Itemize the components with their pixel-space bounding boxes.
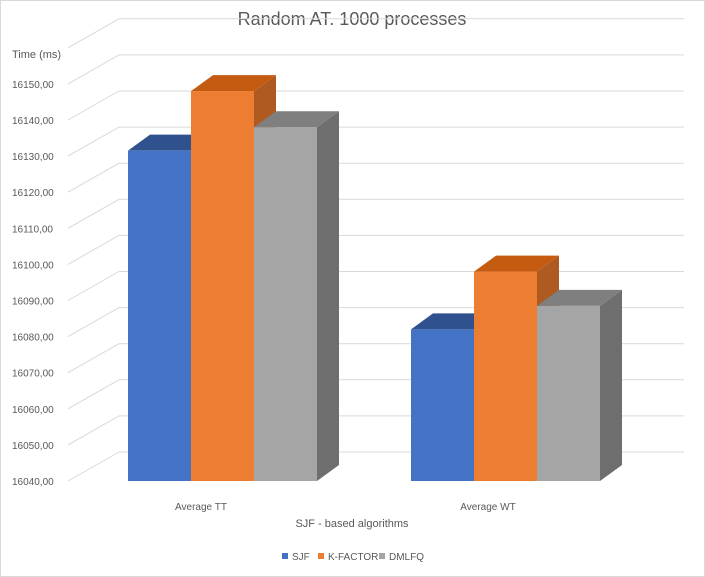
x-axis-title: SJF - based algorithms	[295, 518, 409, 530]
bar-dmlfq-wt	[537, 289, 622, 481]
legend-label: SJF	[292, 552, 310, 563]
y-axis-title: Time (ms)	[12, 49, 61, 61]
legend-label: K-FACTOR	[328, 552, 378, 563]
bar-top	[537, 289, 622, 306]
y-tick-label: 16130,00	[12, 152, 54, 163]
gridline-diagonal	[67, 126, 120, 157]
legend-label: DMLFQ	[389, 552, 424, 563]
bar-top	[191, 75, 276, 92]
y-tick-label: 16110,00	[12, 224, 53, 235]
x-category-label: Average TT	[175, 502, 227, 513]
y-tick-label: 16060,00	[12, 405, 54, 416]
gridline-diagonal	[67, 271, 120, 301]
legend-swatch-dmlfq	[379, 553, 385, 559]
gridline-diagonal	[67, 54, 120, 85]
bar-dmlfq-tt	[254, 111, 339, 481]
bar-side	[600, 289, 622, 481]
y-tick-label: 16140,00	[12, 116, 54, 127]
gridline-diagonal	[67, 307, 120, 338]
y-tick-label: 16150,00	[12, 80, 54, 91]
gridline-diagonal	[67, 415, 120, 446]
gridline-diagonal	[67, 343, 120, 374]
bars	[128, 75, 622, 482]
bar-front	[474, 271, 537, 481]
bar-top	[474, 255, 559, 272]
y-axis-ticks: 16040,00 16050,00 16060,00 16070,00 16080,00…	[12, 80, 54, 488]
x-category-label: Average WT	[460, 502, 515, 513]
legend-swatch-sjf	[282, 553, 288, 559]
gridline-diagonal	[67, 198, 120, 229]
legend-swatch-k-factor	[318, 553, 324, 559]
gridline-diagonal	[67, 234, 120, 265]
legend: SJF K-FACTOR DMLFQ	[282, 552, 424, 563]
bar-side	[317, 111, 339, 481]
gridline-diagonal	[67, 90, 120, 121]
gridline-diagonal	[67, 18, 120, 49]
y-tick-label: 16040,00	[12, 477, 54, 488]
y-tick-label: 16120,00	[12, 188, 54, 199]
bar-front	[411, 329, 474, 481]
y-tick-label: 16090,00	[12, 297, 54, 308]
y-tick-label: 16070,00	[12, 369, 54, 380]
y-tick-label: 16080,00	[12, 333, 54, 344]
x-axis-categories: Average TT Average WT	[175, 502, 516, 513]
gridline-diagonal	[67, 451, 120, 482]
bar-front	[128, 150, 191, 481]
gridline-diagonal	[67, 379, 120, 410]
y-tick-label: 16100,00	[12, 260, 54, 271]
bar-front	[191, 91, 254, 482]
y-tick-label: 16050,00	[12, 441, 54, 452]
gridline-diagonal	[67, 162, 120, 193]
bar-front	[537, 305, 600, 481]
bar-front	[254, 127, 317, 481]
bar-top	[254, 111, 339, 128]
